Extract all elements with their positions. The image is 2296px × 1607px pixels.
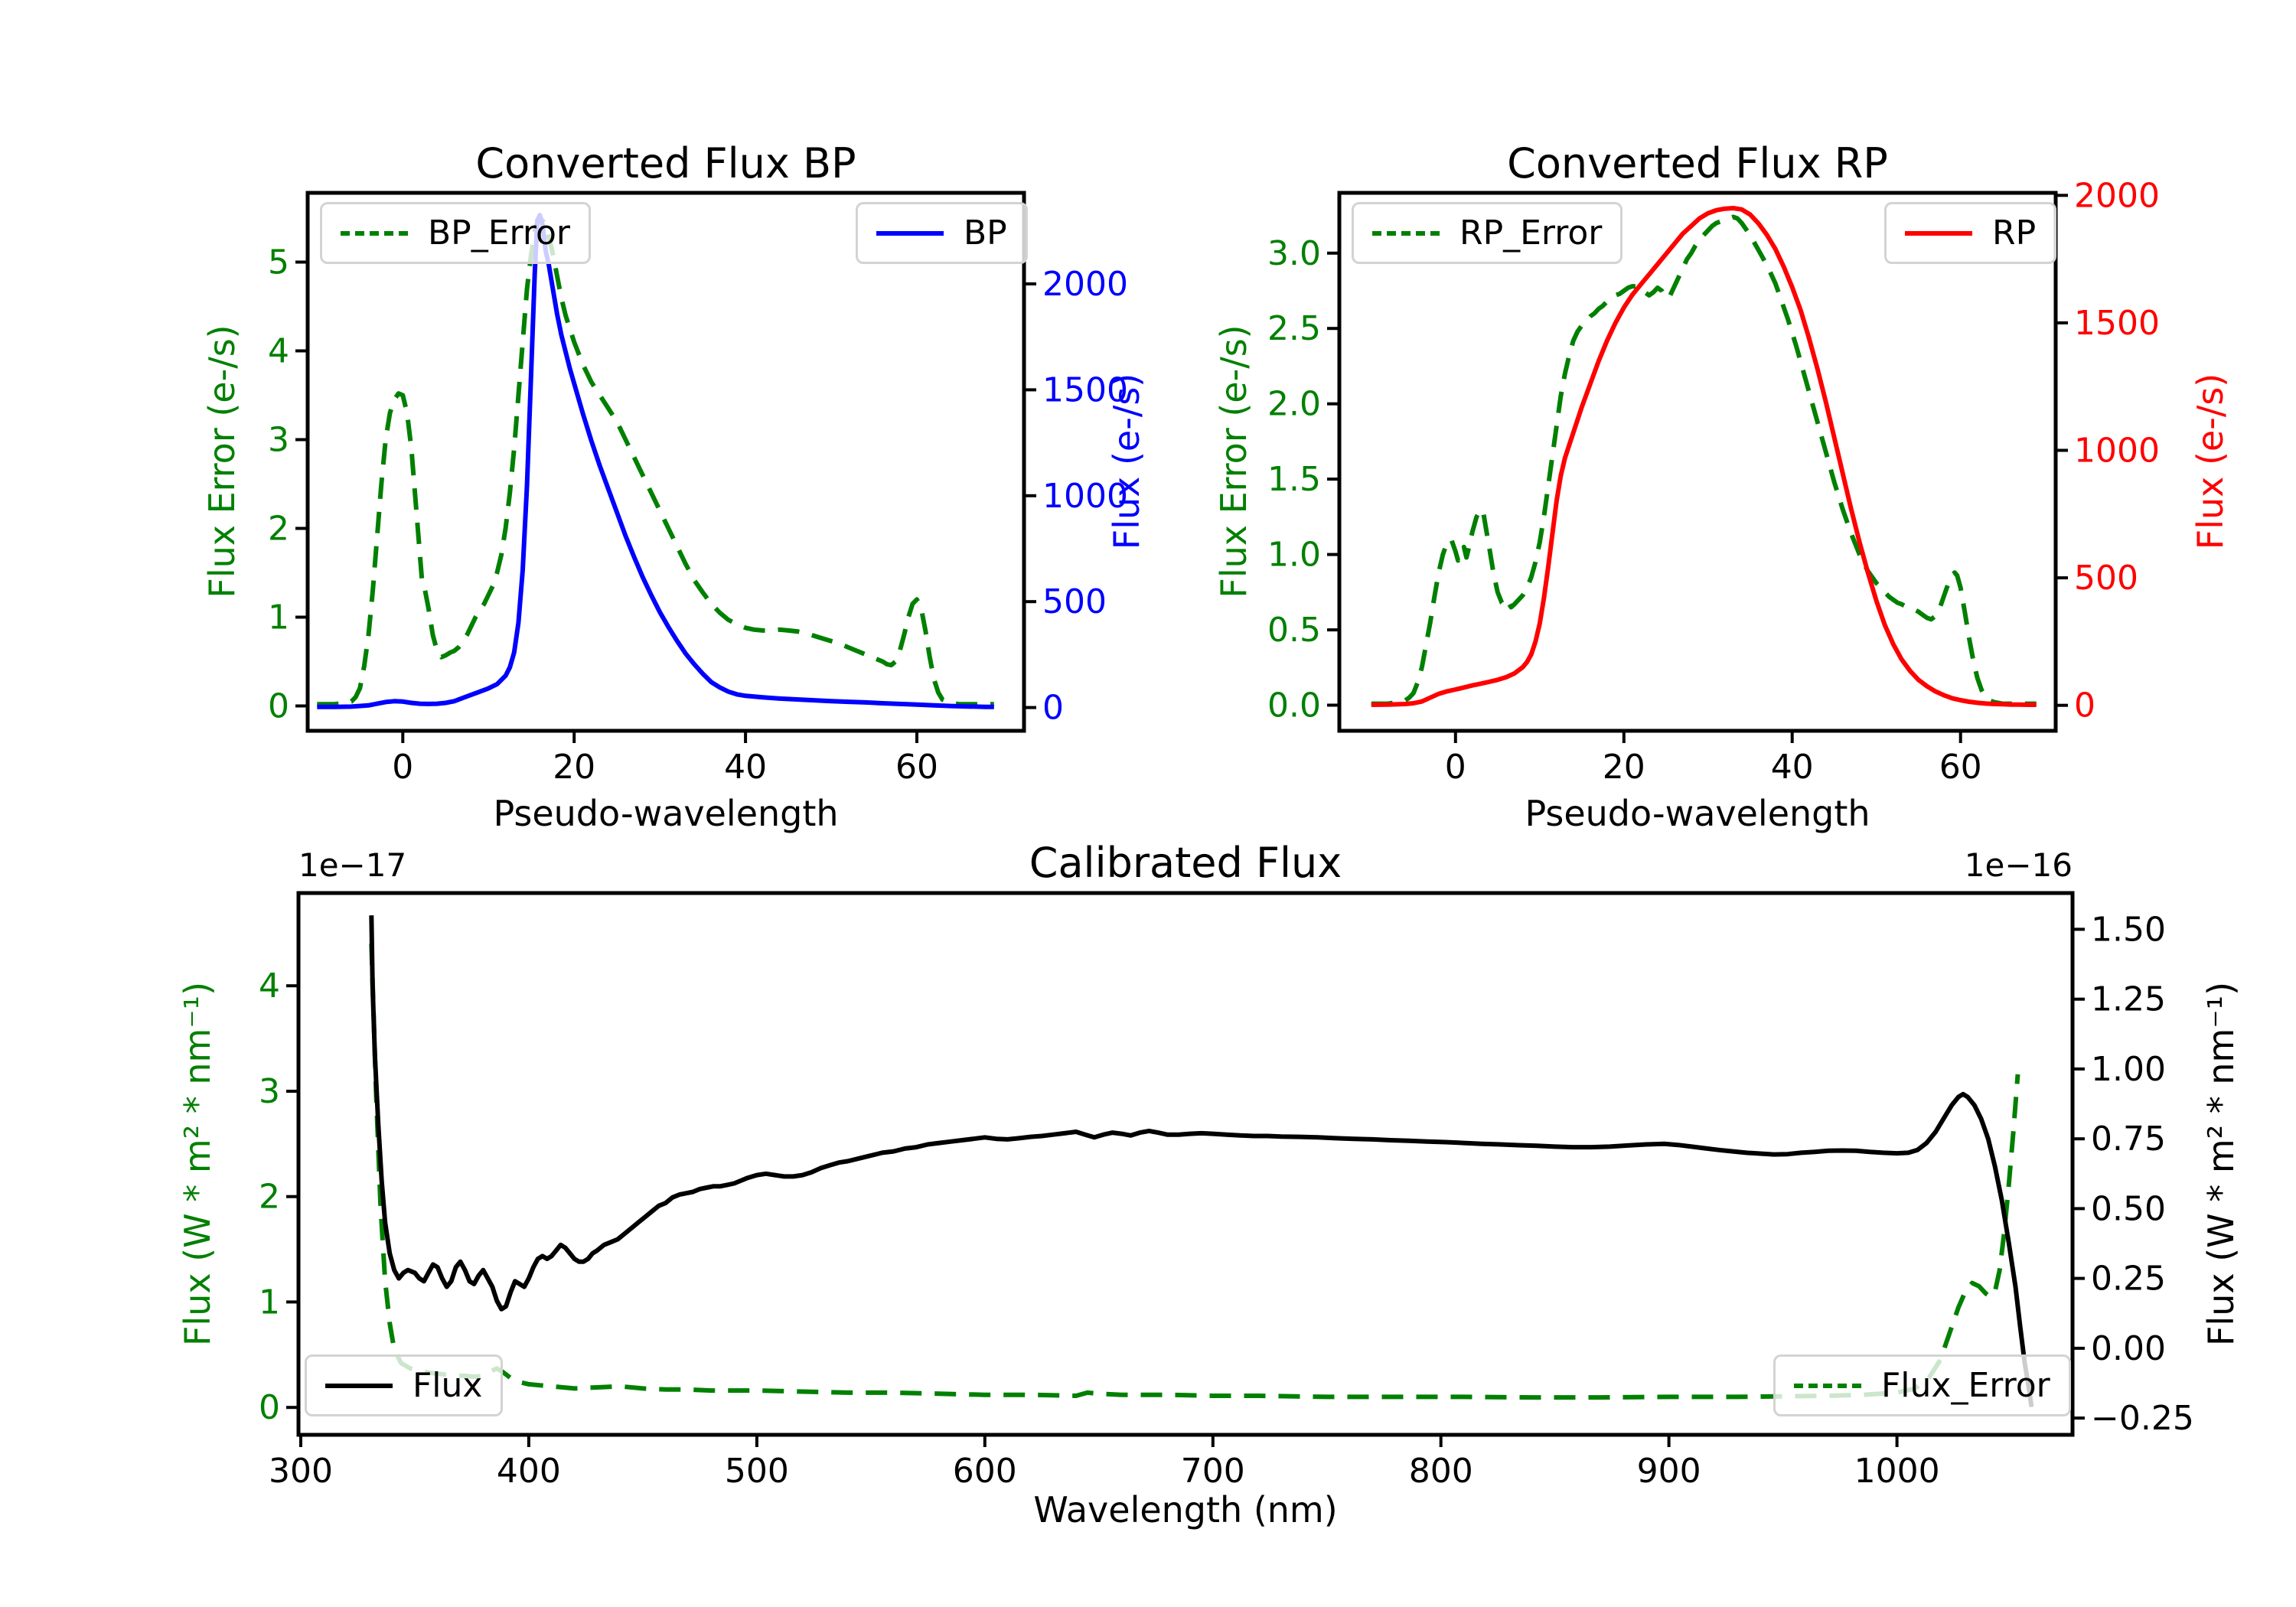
cal-yright-offset: 1e−16: [1964, 846, 2073, 884]
svg-text:0.0: 0.0: [1267, 686, 1321, 725]
cal-series-Flux_Error: [369, 944, 2020, 1400]
bp-series-BP_Error: [317, 215, 994, 707]
rp-error-legend-label: RP_Error: [1459, 214, 1603, 253]
cal-yright-label: Flux (W * m² * nm⁻¹): [2200, 981, 2242, 1347]
svg-text:4: 4: [259, 966, 280, 1006]
bp-chart-title: Converted Flux BP: [475, 139, 856, 187]
rp-legend-line: [1905, 230, 1972, 236]
svg-text:−0.25: −0.25: [2091, 1399, 2194, 1438]
rp-legend-label: RP: [1992, 214, 2037, 253]
svg-text:4: 4: [268, 332, 289, 371]
cal-flux-error-legend-line: [1794, 1383, 1861, 1388]
cal-plot: 300 400 500 600 700 800 900 1000 0 1 2 3 4 −0.25 0.00 0…: [259, 891, 2194, 1491]
svg-text:2000: 2000: [1042, 265, 1128, 304]
bp-series-BP: [317, 213, 994, 709]
svg-text:0.50: 0.50: [2091, 1189, 2166, 1228]
svg-text:20: 20: [553, 748, 595, 787]
svg-text:1: 1: [268, 598, 289, 637]
svg-text:1000: 1000: [1854, 1452, 1940, 1491]
bp-legend-line: [876, 230, 944, 236]
cal-yleft-offset: 1e−17: [298, 846, 407, 884]
svg-text:900: 900: [1637, 1452, 1701, 1491]
rp-plot: 0 20 40 60 0.0 0.5 1.0 1.5 2.0 2.5 3.0 0 500 1000 1500…: [1267, 176, 2160, 787]
svg-text:0: 0: [1042, 689, 1064, 728]
svg-text:20: 20: [1603, 748, 1645, 787]
rp-axes-frame: [1337, 191, 2058, 733]
svg-text:2000: 2000: [2074, 176, 2160, 215]
svg-text:0.5: 0.5: [1267, 611, 1321, 650]
svg-text:0: 0: [1445, 748, 1466, 787]
svg-text:1000: 1000: [1042, 477, 1128, 516]
bp-xaxis-label: Pseudo-wavelength: [493, 793, 839, 834]
bp-yleft-label: Flux Error (e-/s): [201, 324, 243, 598]
svg-text:600: 600: [953, 1452, 1017, 1491]
bp-legend-label: BP: [964, 214, 1007, 253]
svg-text:1500: 1500: [1042, 370, 1128, 409]
svg-text:0: 0: [2074, 686, 2095, 725]
svg-text:0: 0: [268, 687, 289, 726]
svg-text:500: 500: [2074, 559, 2138, 598]
svg-text:800: 800: [1409, 1452, 1473, 1491]
svg-text:1.00: 1.00: [2091, 1050, 2166, 1089]
svg-text:2.5: 2.5: [1267, 309, 1321, 348]
svg-text:1.25: 1.25: [2091, 980, 2166, 1019]
svg-text:500: 500: [1042, 582, 1107, 621]
rp-yleft-label: Flux Error (e-/s): [1213, 324, 1254, 598]
svg-text:1000: 1000: [2074, 432, 2160, 471]
svg-text:2: 2: [259, 1178, 280, 1217]
svg-text:5: 5: [268, 243, 289, 282]
svg-text:3.0: 3.0: [1267, 234, 1321, 273]
rp-series-RP: [1371, 206, 2037, 707]
cal-flux-error-legend: Flux_Error: [1773, 1354, 2071, 1416]
bp-error-legend: BP_Error: [320, 202, 591, 264]
rp-xaxis-label: Pseudo-wavelength: [1525, 793, 1870, 834]
rp-legend: RP: [1884, 202, 2057, 264]
rp-error-legend-line: [1372, 230, 1440, 236]
svg-text:3: 3: [259, 1072, 280, 1111]
cal-flux-legend: Flux: [305, 1354, 504, 1416]
cal-xaxis-label: Wavelength (nm): [1033, 1489, 1338, 1530]
svg-text:700: 700: [1181, 1452, 1245, 1491]
cal-axes-frame: [296, 891, 2075, 1437]
svg-text:300: 300: [269, 1452, 333, 1491]
svg-text:2.0: 2.0: [1267, 385, 1321, 424]
bp-axes-frame: [305, 191, 1026, 733]
svg-text:60: 60: [1939, 748, 1982, 787]
svg-text:3: 3: [268, 421, 289, 460]
svg-text:500: 500: [725, 1452, 789, 1491]
bp-error-legend-line: [341, 230, 408, 236]
cal-flux-error-legend-label: Flux_Error: [1881, 1366, 2050, 1405]
rp-error-legend: RP_Error: [1352, 202, 1623, 264]
svg-text:0.00: 0.00: [2091, 1329, 2166, 1368]
cal-series-Flux: [369, 915, 2034, 1407]
svg-text:40: 40: [724, 748, 767, 787]
cal-flux-legend-line: [325, 1383, 393, 1388]
svg-text:0: 0: [392, 748, 413, 787]
svg-text:2: 2: [268, 510, 289, 549]
svg-text:0.75: 0.75: [2091, 1120, 2166, 1159]
rp-chart-title: Converted Flux RP: [1507, 139, 1888, 187]
svg-text:1500: 1500: [2074, 304, 2160, 343]
bp-plot: 0 20 40 60 0 1 2 3 4 5 0 500 1000 1500 2000: [268, 191, 1128, 787]
cal-flux-legend-label: Flux: [413, 1366, 483, 1405]
svg-text:1.50: 1.50: [2091, 910, 2166, 949]
svg-text:40: 40: [1771, 748, 1814, 787]
svg-text:1.5: 1.5: [1267, 460, 1321, 499]
svg-text:0.25: 0.25: [2091, 1260, 2166, 1299]
cal-chart-title: Calibrated Flux: [1029, 839, 1342, 887]
bp-error-legend-label: BP_Error: [428, 214, 570, 253]
bp-yright-label: Flux (e-/s): [1106, 373, 1147, 550]
svg-text:1: 1: [259, 1283, 280, 1322]
svg-text:400: 400: [497, 1452, 561, 1491]
rp-yright-label: Flux (e-/s): [2190, 373, 2231, 550]
bp-legend: BP: [856, 202, 1028, 264]
svg-text:60: 60: [895, 748, 938, 787]
rp-series-RP_Error: [1371, 214, 2037, 706]
cal-yleft-label: Flux (W * m² * nm⁻¹): [177, 981, 218, 1347]
svg-text:1.0: 1.0: [1267, 536, 1321, 575]
svg-text:0: 0: [259, 1388, 280, 1427]
